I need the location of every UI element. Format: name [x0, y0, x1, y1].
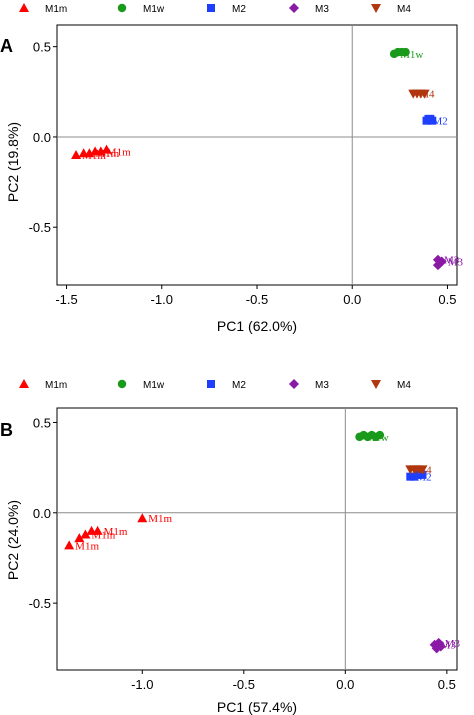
panel-a-ticks: -1.5 -1.0 -0.5 0.0 0.5 0.5 0.0 -0.5: [29, 40, 457, 307]
data-point-m4: [417, 465, 428, 475]
legend-marker-m1m: [19, 379, 29, 388]
point-label-m1m: M1m: [148, 513, 172, 525]
data-point-m1m: [92, 525, 103, 535]
panel-a-group: A M1m M1w M2 M3 M4 -1.5 -1.0 -0.5 0.0 0.50.50.0-…: [0, 3, 464, 334]
x-tick-label: 0.5: [438, 292, 456, 307]
data-point-m1m: [64, 540, 75, 550]
y-tick-label: 0.5: [33, 40, 51, 55]
legend-label-m2: M2: [232, 4, 246, 15]
panel-a-points: [71, 47, 447, 271]
data-point-m2: [406, 472, 415, 481]
point-label-m1m: M1m: [91, 529, 115, 541]
legend-label-m4: M4: [397, 380, 411, 391]
panel-a-letter: A: [0, 36, 13, 56]
point-label-m3: M3: [444, 255, 460, 267]
panel-b-y-axis-title: PC2 (24.0%): [5, 500, 21, 580]
data-point-m1m: [71, 150, 82, 159]
x-tick-label: -0.5: [233, 677, 255, 692]
panel-a-legend: M1m M1w M2 M3 M4: [19, 3, 411, 15]
panel-b-ticks: -1.0 -0.5 0.0 0.5 0.5 0.0 -0.5: [29, 415, 456, 692]
panel-b-zero-lines: [57, 408, 457, 670]
legend-marker-m2: [207, 4, 215, 12]
legend-label-m2: M2: [232, 380, 246, 391]
y-tick-label: 0.0: [33, 506, 51, 521]
legend-marker-m2: [207, 380, 215, 388]
data-point-m4: [419, 89, 430, 99]
y-tick-label: -0.5: [29, 596, 51, 611]
data-point-m2: [428, 116, 437, 125]
legend-marker-m4: [371, 4, 381, 13]
data-point-m3: [435, 641, 446, 652]
legend-marker-m1w: [117, 3, 127, 13]
data-point-m1m: [74, 533, 85, 543]
point-label-m3: M3: [448, 257, 464, 269]
data-point-m1w: [401, 47, 410, 57]
data-point-m1m: [80, 529, 91, 539]
point-label-m4: M4: [416, 464, 432, 476]
data-point-m2: [414, 470, 423, 479]
data-point-m1m: [101, 144, 112, 154]
data-point-m2: [410, 472, 419, 481]
legend-label-m1w: M1w: [143, 380, 165, 391]
panel-b-x-axis-title: PC1 (57.4%): [217, 699, 297, 715]
legend-label-m1w: M1w: [143, 4, 165, 15]
legend-label-m1m: M1m: [45, 380, 67, 391]
y-tick-label: 0.0: [33, 130, 51, 145]
data-point-m1m: [137, 513, 148, 523]
point-label-m2: M2: [433, 116, 448, 128]
x-tick-label: 0.5: [438, 677, 456, 692]
panel-a-y-axis-title: PC2 (19.8%): [5, 122, 21, 202]
data-point-m3: [432, 260, 443, 271]
panel-b-plot-frame: [56, 407, 458, 671]
point-label-m4: M4: [419, 89, 435, 101]
point-label-m1m: M1m: [95, 148, 119, 160]
panel-b-points: [64, 430, 446, 654]
point-label-m3: M3: [445, 638, 461, 650]
point-label-m1m: M1m: [75, 540, 99, 552]
point-label-m3: M3: [441, 640, 457, 652]
panel-a-x-axis-title: PC1 (62.0%): [217, 318, 297, 334]
legend-label-m3: M3: [315, 4, 329, 15]
point-label-m1m: M1m: [107, 146, 131, 158]
panel-b-letter: B: [0, 420, 13, 440]
x-tick-label: -1.0: [131, 677, 153, 692]
legend-marker-m4: [371, 380, 381, 389]
legend-marker-m1m: [19, 3, 29, 12]
y-tick-label: -0.5: [29, 220, 51, 235]
x-tick-label: 0.0: [343, 292, 361, 307]
legend-label-m1m: M1m: [45, 4, 67, 15]
data-point-m1w: [375, 430, 385, 440]
panel-b-group: B M1m M1w M2 M3 M4 -1.0 -0.5 0.0 0.50.50.0-0.5 …: [0, 379, 461, 715]
legend-marker-m1w: [117, 379, 127, 389]
point-label-m1m: M1m: [82, 150, 106, 162]
panel-a-zero-lines: [57, 25, 457, 285]
data-point-m2: [418, 470, 427, 479]
point-label-m1w: M1w: [366, 432, 389, 444]
point-label-m1m: M1m: [104, 526, 128, 538]
point-label-m1w: M1w: [400, 49, 423, 61]
x-tick-label: -0.5: [246, 292, 268, 307]
legend-label-m3: M3: [315, 380, 329, 391]
x-tick-label: -1.0: [151, 292, 173, 307]
x-tick-label: 0.0: [336, 677, 354, 692]
x-tick-label: -1.5: [55, 292, 77, 307]
legend-marker-m3: [289, 379, 299, 389]
legend-marker-m3: [289, 3, 299, 13]
point-label-m2: M2: [416, 472, 431, 484]
legend-label-m4: M4: [397, 4, 411, 15]
panel-b-legend: M1m M1w M2 M3 M4: [19, 379, 411, 391]
y-tick-label: 0.5: [33, 415, 51, 430]
